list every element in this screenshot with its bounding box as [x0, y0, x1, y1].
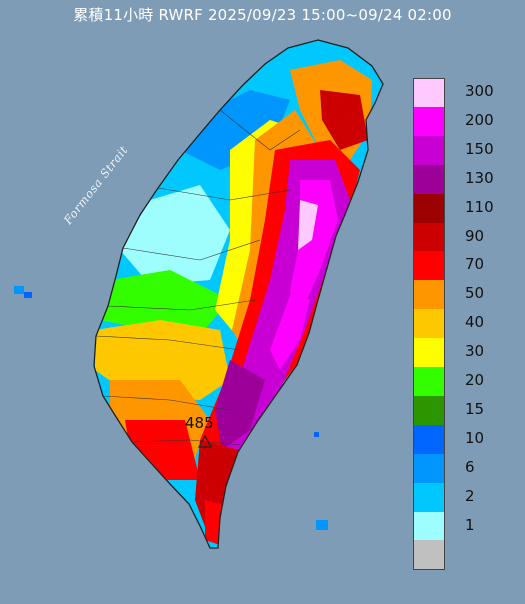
legend-swatch [413, 309, 445, 339]
island-outline [93, 39, 384, 549]
legend-item: 15 [413, 395, 521, 425]
legend-item: 6 [413, 453, 521, 483]
legend-swatch [413, 222, 445, 252]
legend-item: 1 [413, 511, 521, 541]
legend-label: 15 [465, 399, 485, 418]
legend-label: 6 [465, 457, 475, 476]
legend-label: 130 [465, 168, 494, 187]
legend-swatch [413, 511, 445, 541]
legend-label: 30 [465, 342, 485, 361]
legend-label: 300 [465, 82, 494, 100]
max-rainfall-value: 485 [185, 414, 214, 432]
legend-swatch [413, 367, 445, 396]
legend-item: 50 [413, 280, 521, 310]
legend-swatch [413, 78, 445, 107]
legend-item: 20 [413, 367, 521, 396]
legend-label: 2 [465, 486, 475, 505]
legend-label: 70 [465, 255, 485, 274]
legend-label: 40 [465, 313, 485, 332]
legend-label: 20 [465, 371, 485, 389]
legend-label: 1 [465, 515, 475, 534]
legend-label: 110 [465, 197, 494, 216]
legend-item: 2 [413, 482, 521, 512]
legend-swatch [413, 482, 445, 512]
legend-swatch [413, 251, 445, 281]
legend-item: 70 [413, 251, 521, 281]
legend-label: 10 [465, 428, 485, 447]
legend-item: 300 [413, 78, 521, 107]
legend-item: 130 [413, 164, 521, 194]
map-title: 累積11小時 RWRF 2025/09/23 15:00~09/24 02:00 [73, 6, 452, 24]
legend-item: 200 [413, 106, 521, 136]
legend-label: 90 [465, 226, 485, 245]
legend-swatch [413, 540, 445, 570]
county-boundaries [95, 109, 301, 446]
legend-swatch [413, 193, 445, 223]
outer-island-rain [14, 286, 328, 530]
legend-item: 30 [413, 338, 521, 368]
legend-item [413, 540, 521, 570]
legend-swatch [413, 395, 445, 425]
legend-label: 50 [465, 284, 485, 303]
legend-swatch [413, 453, 445, 483]
legend-swatch [413, 106, 445, 136]
legend-swatch [413, 135, 445, 165]
legend-swatch [413, 338, 445, 368]
triangle-marker-icon [197, 434, 213, 448]
legend-swatch [413, 280, 445, 310]
legend-swatch [413, 424, 445, 454]
legend-item: 110 [413, 193, 521, 223]
legend-label: 200 [465, 110, 494, 129]
legend-item: 150 [413, 135, 521, 165]
legend-swatch [413, 164, 445, 194]
legend-item: 90 [413, 222, 521, 252]
legend-item: 10 [413, 424, 521, 454]
legend-label: 150 [465, 139, 494, 158]
legend-item: 40 [413, 309, 521, 339]
